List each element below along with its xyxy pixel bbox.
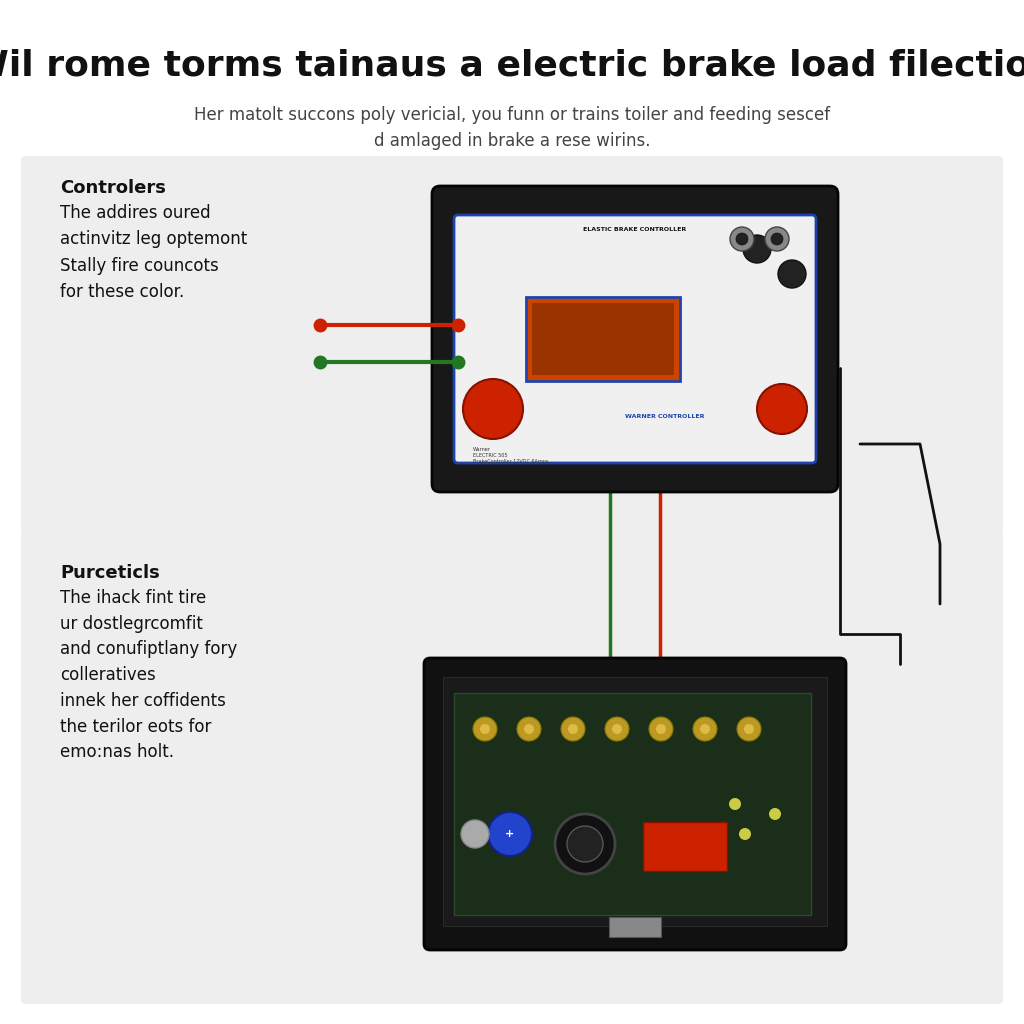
- Text: +: +: [506, 829, 515, 839]
- Text: Her matolt succons poly vericial, you funn or trains toiler and feeding sescef
d: Her matolt succons poly vericial, you fu…: [194, 106, 830, 151]
- Text: Wil rome torms tainaus a electric brake load filection: Wil rome torms tainaus a electric brake …: [0, 49, 1024, 83]
- Circle shape: [612, 724, 622, 734]
- Text: WARNER CONTROLLER: WARNER CONTROLLER: [626, 414, 705, 419]
- Text: Purceticls: Purceticls: [60, 564, 160, 582]
- Text: Warner
ELECTRIC 505
BrakeController 12VDC 6Amps: Warner ELECTRIC 505 BrakeController 12VD…: [473, 447, 549, 464]
- Circle shape: [744, 724, 754, 734]
- Circle shape: [757, 384, 807, 434]
- Circle shape: [656, 724, 666, 734]
- Circle shape: [743, 234, 771, 263]
- FancyBboxPatch shape: [432, 186, 838, 492]
- FancyBboxPatch shape: [454, 693, 811, 915]
- Circle shape: [524, 724, 534, 734]
- Text: The addires oured
actinvitz leg optemont
Stally fire councots
for these color.: The addires oured actinvitz leg optemont…: [60, 204, 247, 301]
- Text: Controlers: Controlers: [60, 179, 166, 197]
- Circle shape: [649, 717, 673, 741]
- Circle shape: [765, 227, 790, 251]
- Circle shape: [463, 379, 523, 439]
- Circle shape: [739, 828, 751, 840]
- Circle shape: [555, 814, 615, 874]
- Circle shape: [778, 260, 806, 288]
- Circle shape: [693, 717, 717, 741]
- Circle shape: [488, 812, 532, 856]
- FancyBboxPatch shape: [609, 918, 662, 937]
- FancyBboxPatch shape: [443, 677, 827, 926]
- Circle shape: [461, 820, 489, 848]
- Circle shape: [517, 717, 541, 741]
- FancyBboxPatch shape: [532, 303, 674, 375]
- FancyBboxPatch shape: [22, 156, 1002, 534]
- Circle shape: [736, 233, 748, 245]
- Circle shape: [480, 724, 490, 734]
- Circle shape: [561, 717, 585, 741]
- Circle shape: [567, 826, 603, 862]
- Circle shape: [769, 808, 781, 820]
- Circle shape: [700, 724, 710, 734]
- Circle shape: [771, 233, 783, 245]
- Text: ELASTIC BRAKE CONTROLLER: ELASTIC BRAKE CONTROLLER: [584, 227, 687, 232]
- FancyBboxPatch shape: [526, 297, 680, 381]
- FancyBboxPatch shape: [424, 658, 846, 950]
- Circle shape: [730, 227, 754, 251]
- Circle shape: [568, 724, 578, 734]
- Text: The ihack fint tire
ur dostlegrcomfit
and conufiptlany fory
colleratives
innek h: The ihack fint tire ur dostlegrcomfit an…: [60, 589, 238, 761]
- FancyBboxPatch shape: [454, 215, 816, 463]
- Circle shape: [605, 717, 629, 741]
- Circle shape: [737, 717, 761, 741]
- Circle shape: [473, 717, 497, 741]
- FancyBboxPatch shape: [643, 822, 727, 871]
- FancyBboxPatch shape: [22, 532, 1002, 1004]
- Circle shape: [729, 798, 741, 810]
